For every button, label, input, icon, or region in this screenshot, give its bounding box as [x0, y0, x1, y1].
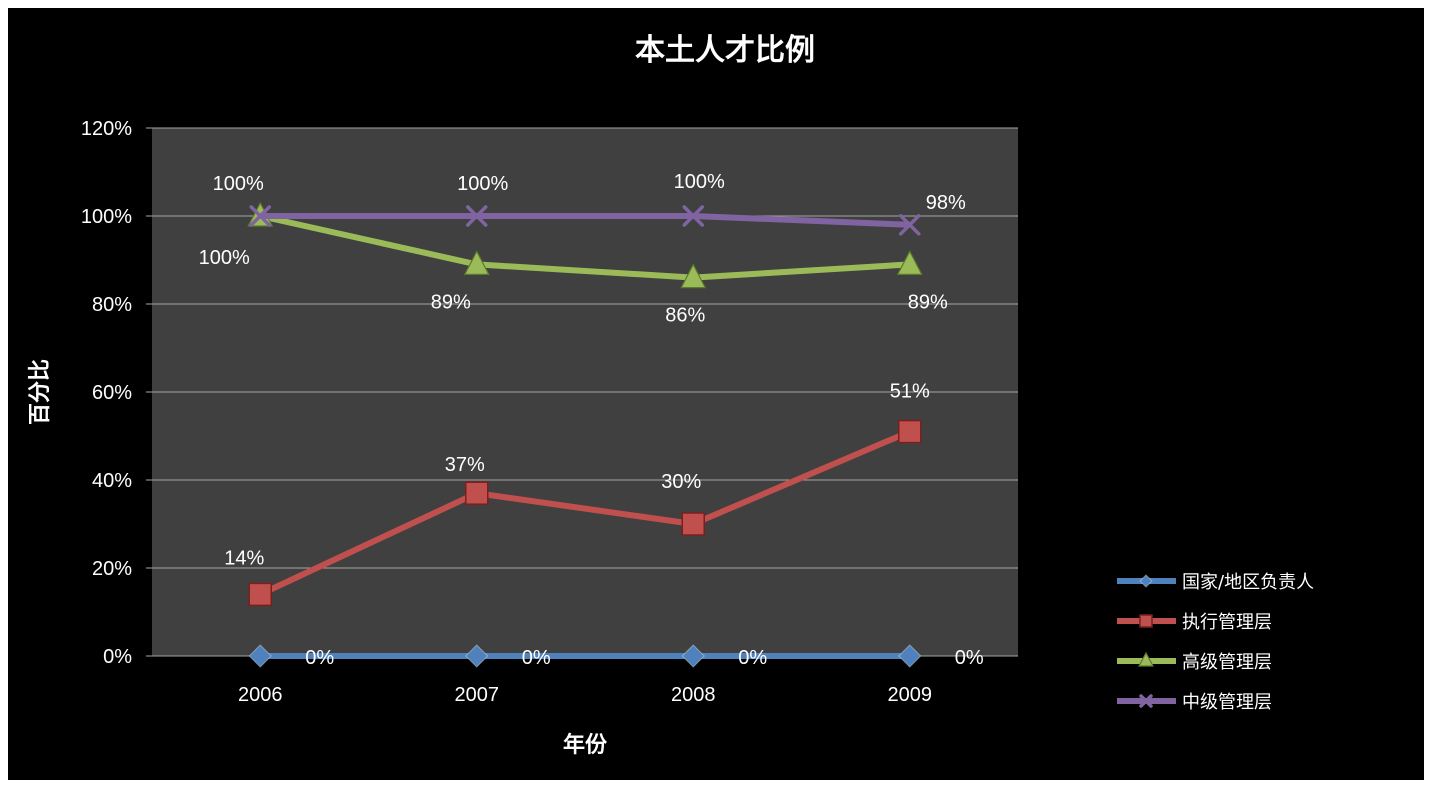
data-point [896, 250, 923, 275]
data-label: 100% [457, 173, 508, 195]
legend-marker [1139, 614, 1153, 628]
data-point [680, 263, 707, 289]
data-label: 0% [738, 647, 767, 669]
x-tick-label: 2008 [671, 684, 716, 706]
data-label: 86% [665, 305, 705, 327]
x-tick-label: 2006 [238, 684, 283, 706]
data-label: 37% [445, 454, 485, 476]
data-label: 98% [926, 192, 966, 214]
legend-marker [1139, 574, 1153, 588]
series-1: 0% 0% 0% 0% [248, 644, 984, 669]
series-line [259, 213, 910, 281]
data-point [249, 205, 271, 227]
data-point [898, 644, 922, 668]
x-tick-label: 2009 [888, 684, 933, 706]
x-axis-ticks: 2006 2007 2008 2009 [152, 655, 1018, 706]
legend-marker [1139, 694, 1153, 708]
data-label: 100% [674, 171, 725, 193]
y-tick-label: 100% [81, 206, 132, 228]
legend-label: 执行管理层 [1182, 612, 1272, 633]
y-tick-label: 80% [92, 294, 132, 316]
data-point [463, 250, 490, 275]
data-label: 100% [213, 173, 264, 195]
data-point [682, 205, 704, 227]
legend-item: 高级管理层 [1117, 651, 1272, 673]
data-point [681, 512, 705, 536]
y-tick-label: 60% [92, 382, 132, 404]
legend-item: 执行管理层 [1117, 612, 1272, 633]
data-label: 51% [890, 381, 930, 403]
y-axis-ticks: 0% 20% 40% 60% 80% 100% 120% [81, 118, 152, 668]
data-label: 0% [955, 647, 984, 669]
legend-label: 国家/地区负责人 [1182, 572, 1314, 593]
data-point [466, 205, 488, 227]
x-tick-label: 2007 [455, 684, 500, 706]
data-point [465, 481, 489, 505]
data-point [681, 644, 705, 668]
legend-item: 中级管理层 [1117, 692, 1272, 713]
data-label: 100% [199, 247, 250, 269]
data-point [898, 419, 922, 444]
series-line [258, 428, 911, 598]
data-point [248, 582, 272, 607]
data-label: 89% [431, 291, 471, 313]
y-tick-label: 40% [92, 470, 132, 492]
y-axis-title: 百分比 [28, 359, 53, 425]
data-label: 0% [305, 647, 334, 669]
data-point [248, 644, 272, 668]
data-point [465, 644, 489, 668]
legend-item: 国家/地区负责人 [1117, 572, 1314, 593]
y-tick-label: 20% [92, 558, 132, 580]
series-2: 14% 37% 30% 51% [224, 381, 930, 607]
chart-title: 本土人才比例 [635, 33, 815, 68]
legend-label: 中级管理层 [1182, 692, 1272, 713]
y-tick-label: 0% [103, 646, 132, 668]
series-layer: 0% 0% 0% 0%14%37%30%51%100%89%86%89%100% 100… [199, 171, 984, 669]
data-point [899, 214, 921, 236]
data-label: 0% [522, 647, 551, 669]
legend-marker [1137, 651, 1155, 667]
x-axis-title: 年份 [563, 732, 608, 758]
data-label: 14% [224, 547, 264, 569]
series-line [260, 213, 910, 228]
series-4: 100% 100% 100% 98% [213, 171, 966, 236]
y-tick-label: 120% [81, 118, 132, 140]
data-label: 30% [661, 471, 701, 493]
legend-label: 高级管理层 [1182, 652, 1272, 673]
data-label: 89% [908, 291, 948, 313]
